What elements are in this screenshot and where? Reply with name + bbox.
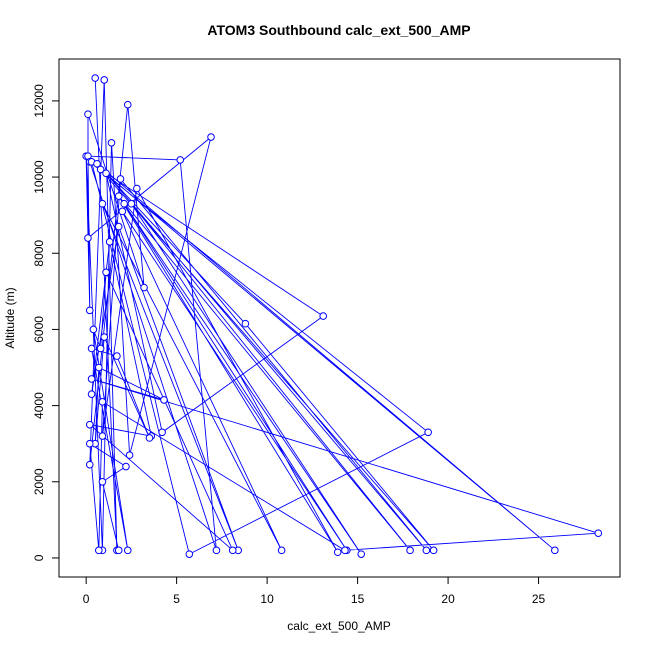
- data-point: [87, 344, 96, 353]
- data-point: [114, 546, 123, 555]
- series-line: [85, 77, 599, 555]
- data-point: [212, 546, 221, 555]
- data-point: [241, 319, 250, 328]
- data-point: [228, 546, 237, 555]
- data-point: [107, 138, 116, 147]
- data-point: [89, 325, 98, 334]
- data-point: [98, 432, 107, 440]
- data-point: [114, 222, 123, 231]
- data-point: [91, 74, 99, 82]
- data-point: [341, 546, 349, 555]
- data-point: [422, 546, 431, 555]
- data-point: [85, 439, 94, 448]
- data-point: [140, 283, 148, 292]
- data-point: [429, 546, 438, 555]
- data-point: [85, 420, 94, 429]
- data-point: [95, 363, 103, 372]
- data-point: [122, 462, 130, 471]
- x-axis-title: calc_ext_500_AMP: [287, 619, 390, 633]
- data-point: [87, 390, 96, 398]
- data-point: [114, 192, 123, 200]
- data-point: [127, 199, 136, 208]
- y-axis: 0 2000 4000 6000 8000 10000 12000: [32, 84, 60, 561]
- data-point: [145, 434, 154, 442]
- data-point: [102, 169, 110, 178]
- data-point: [96, 165, 105, 174]
- data-point: [357, 550, 366, 558]
- data-point: [406, 546, 414, 555]
- y-tick-label: 2000: [32, 468, 46, 495]
- data-point: [133, 184, 141, 193]
- y-tick-label: 8000: [32, 240, 46, 267]
- data-point: [551, 546, 559, 555]
- data-point: [207, 133, 215, 141]
- x-tick-label: 10: [260, 592, 274, 606]
- data-point: [84, 234, 92, 242]
- data-point: [277, 546, 286, 555]
- x-tick-label: 15: [351, 592, 365, 606]
- x-axis: 0 5 10 15 20 25: [83, 576, 546, 606]
- data-point: [105, 238, 114, 246]
- data-point: [98, 397, 107, 406]
- data-point: [102, 268, 110, 277]
- data-point: [100, 333, 109, 341]
- y-tick-label: 10000: [32, 160, 46, 194]
- data-point: [95, 546, 103, 555]
- y-axis-title: Altitude (m): [3, 287, 17, 348]
- y-tick-label: 6000: [32, 316, 46, 343]
- data-point: [113, 352, 121, 360]
- data-point: [185, 550, 194, 558]
- data-point: [98, 477, 107, 486]
- data-point: [93, 159, 101, 168]
- data-point: [96, 344, 105, 353]
- x-tick-label: 20: [441, 592, 455, 606]
- data-point: [87, 375, 96, 383]
- data-point: [118, 207, 127, 216]
- data-point: [333, 548, 342, 557]
- data-point: [123, 546, 132, 555]
- data-point: [594, 529, 603, 537]
- marker-layer: [82, 74, 603, 558]
- series-layer: [85, 77, 599, 555]
- y-tick-label: 12000: [32, 84, 46, 118]
- x-tick-label: 5: [173, 592, 180, 606]
- data-point: [176, 156, 185, 164]
- data-point: [125, 451, 134, 459]
- data-point: [85, 306, 94, 315]
- y-tick-label: 0: [32, 554, 46, 561]
- data-point: [120, 199, 128, 208]
- y-tick-label: 4000: [32, 392, 46, 419]
- data-point: [100, 76, 109, 84]
- data-point: [116, 175, 125, 183]
- x-tick-label: 0: [83, 592, 90, 606]
- data-point: [84, 110, 92, 119]
- data-point: [85, 460, 94, 469]
- chart-title: ATOM3 Southbound calc_ext_500_AMP: [207, 22, 470, 38]
- data-point: [123, 100, 132, 109]
- x-tick-label: 25: [532, 592, 546, 606]
- data-point: [319, 312, 328, 320]
- data-point: [98, 199, 107, 208]
- data-point: [158, 428, 166, 437]
- data-point: [424, 428, 432, 437]
- data-point: [160, 396, 168, 404]
